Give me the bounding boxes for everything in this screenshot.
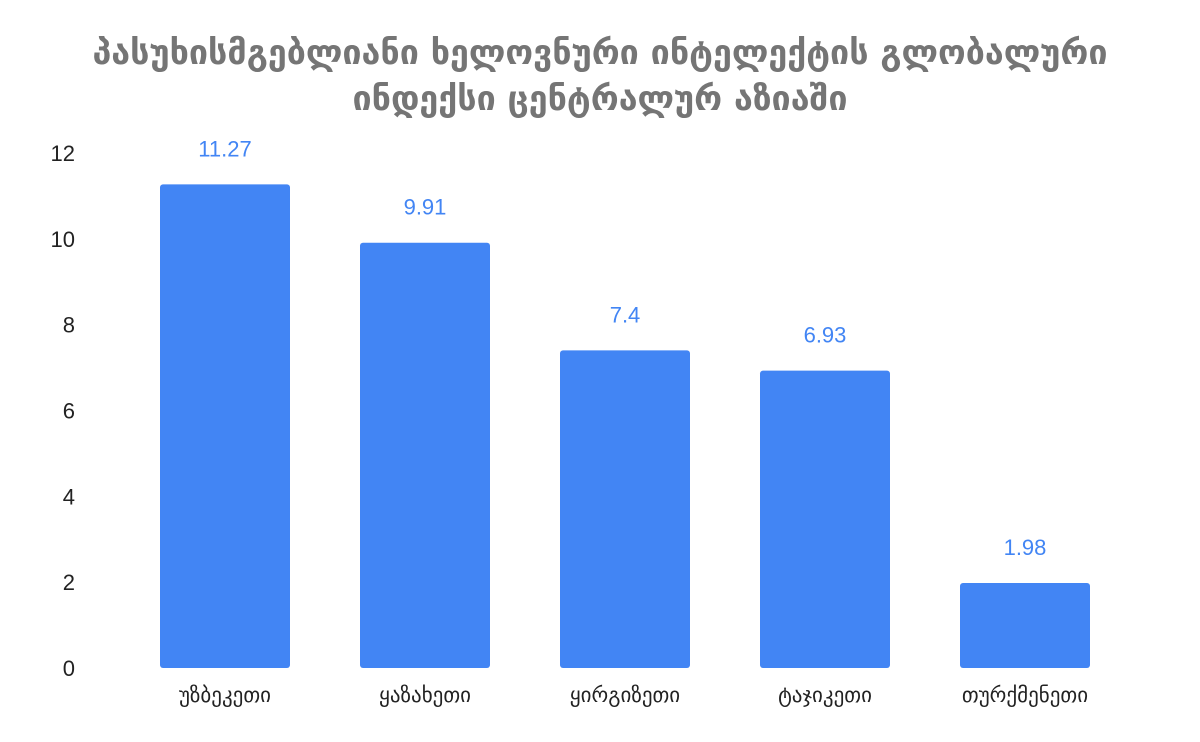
chart-title: პასუხისმგებლიანი ხელოვნური ინტელექტის გლ… <box>0 30 1200 122</box>
y-tick-label-6: 12 <box>51 141 75 166</box>
y-tick-label-1: 2 <box>63 570 75 595</box>
bar-0 <box>160 184 290 668</box>
data-label-4: 1.98 <box>1004 535 1047 560</box>
chart-title-line-2: ინდექსი ცენტრალურ აზიაში <box>352 79 848 119</box>
data-label-1: 9.91 <box>404 195 447 220</box>
y-tick-label-2: 4 <box>63 484 75 509</box>
data-label-3: 6.93 <box>804 323 847 348</box>
bar-2 <box>560 350 690 668</box>
y-tick-label-0: 0 <box>63 656 75 681</box>
x-tick-label-1: ყაზახეთი <box>379 683 471 707</box>
x-tick-label-4: თურქმენეთი <box>962 683 1088 707</box>
bar-1 <box>360 242 490 668</box>
data-label-2: 7.4 <box>610 302 641 327</box>
data-label-0: 11.27 <box>198 136 251 161</box>
x-tick-label-3: ტაჯიკეთი <box>778 683 872 707</box>
x-tick-label-2: ყირგიზეთი <box>570 683 680 707</box>
chart-title-line-1: პასუხისმგებლიანი ხელოვნური ინტელექტის გლ… <box>92 33 1108 73</box>
y-tick-label-4: 8 <box>63 313 75 338</box>
y-tick-label-5: 10 <box>51 227 75 252</box>
y-tick-label-3: 6 <box>63 399 75 424</box>
x-tick-label-0: უზბეკეთი <box>179 683 271 707</box>
bar-3 <box>760 370 890 668</box>
bar-4 <box>960 583 1090 668</box>
